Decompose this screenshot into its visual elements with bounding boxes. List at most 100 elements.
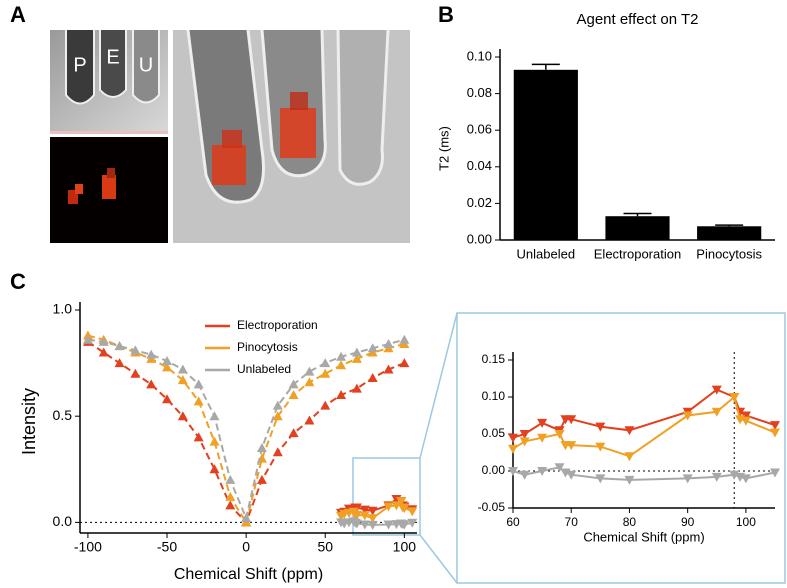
x-tick-label: 0 [242,539,250,555]
data-point [519,430,530,439]
y-tick-label: -0.05 [478,500,506,514]
data-point [399,520,410,530]
data-point [595,422,606,432]
legend-label: Pinocytosis [237,340,298,354]
data-point [193,396,204,406]
data-point [177,375,188,385]
y-tick-label: 1.0 [53,301,73,317]
bar [697,226,762,240]
data-point [367,520,378,530]
data-point [537,418,548,428]
data-point [508,433,518,443]
data-point [336,389,347,399]
data-point [351,347,362,357]
data-point [399,358,410,368]
data-point [82,334,93,344]
y-tick-label: 0.04 [467,158,492,173]
data-point [383,338,394,348]
data-point [399,334,410,344]
data-point [383,520,394,530]
data-point [98,336,109,346]
data-point [193,432,204,442]
y-axis-label: Intensity [19,388,39,455]
data-point [130,345,141,355]
data-point [554,463,565,473]
data-point [146,379,157,389]
data-point [209,436,220,446]
data-point [519,437,530,447]
image-right [173,29,410,243]
data-point [304,415,315,425]
data-point [396,497,407,507]
data-point [256,443,267,453]
data-point [351,353,362,363]
data-point [566,441,577,451]
data-point [320,368,331,378]
tube-label: U [139,54,153,76]
y-tick-label: 0.0 [53,513,73,529]
x-tick-label: -50 [157,539,177,555]
y-tick-label: 0.02 [467,195,492,210]
legend-label: Unlabeled [237,362,291,376]
data-point [383,502,394,512]
data-point [595,474,606,484]
y-tick-label: 0.05 [482,426,506,440]
zoom-connector [419,534,458,584]
data-point [272,447,283,457]
data-point [537,433,548,443]
data-point [740,474,751,484]
x-tick-label: Electroporation [594,246,681,261]
data-point [225,491,236,501]
x-tick-label: -100 [74,539,102,555]
data-point [114,358,125,368]
data-point [770,421,780,431]
zoom-box [352,457,421,536]
data-point [711,385,722,395]
image-top-left: P E U [50,30,168,134]
data-point [367,506,378,516]
data-point [193,379,204,389]
data-point [407,507,418,517]
data-point [566,470,577,480]
data-point [359,511,370,521]
x-axis-label: Chemical Shift (ppm) [174,566,323,583]
bar [513,69,578,240]
data-point [770,428,780,438]
data-point [98,347,109,357]
data-point [114,341,125,351]
y-tick-label: 0.06 [467,122,492,137]
legend-label: Electroporation [237,318,318,332]
x-tick-label: 50 [317,539,333,555]
data-point [272,411,283,421]
data-point [367,343,378,353]
y-axis-label: T2 (ms) [436,126,451,171]
data-point [711,472,722,482]
data-point [508,444,518,454]
data-point [367,372,378,382]
x-tick-label: 100 [736,515,756,529]
panel-label: B [438,2,454,27]
x-tick-label: Unlabeled [517,246,576,261]
data-point [351,510,362,520]
series-line [87,334,405,525]
y-tick-label: 0.10 [467,48,492,63]
data-point [177,364,188,374]
y-tick-label: 0.10 [482,389,506,403]
error-bar [715,224,744,227]
x-tick-label: 80 [623,515,637,529]
data-point [537,467,548,476]
data-point [288,389,299,399]
data-point [770,468,780,478]
panel-label: A [10,2,26,27]
x-tick-label: Pinocytosis [696,246,762,261]
data-point [272,400,283,410]
data-point [209,464,220,474]
data-point [682,474,693,484]
data-point [624,426,635,436]
data-point [367,514,378,524]
data-point [241,513,252,523]
data-point [256,474,267,484]
y-tick-label: 0.00 [467,231,492,246]
data-point [288,379,299,389]
data-point [383,364,394,374]
